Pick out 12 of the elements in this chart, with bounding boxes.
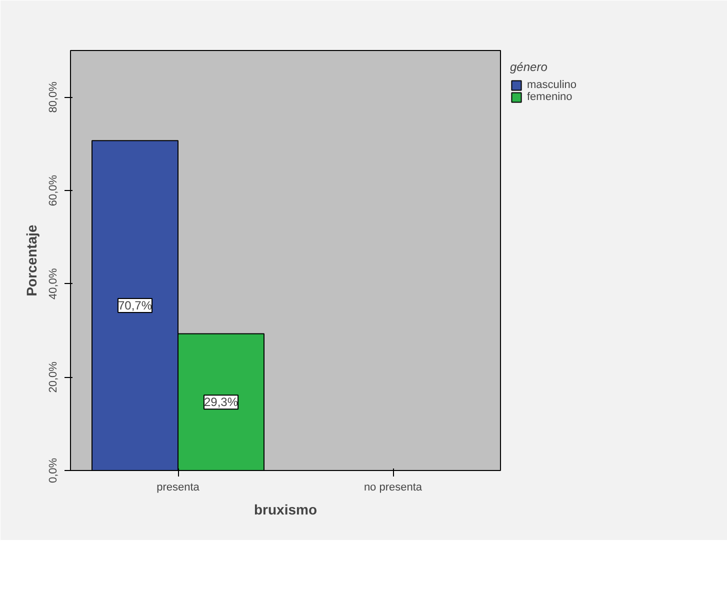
legend-title: género xyxy=(510,60,548,74)
y-tick-label: 80,0% xyxy=(48,81,60,113)
legend-label: masculino xyxy=(527,79,577,91)
x-axis-title: bruxismo xyxy=(254,502,318,518)
legend-label: femenino xyxy=(527,91,572,103)
y-axis-title: Porcentaje xyxy=(24,224,40,296)
y-tick-label: 0,0% xyxy=(48,458,60,484)
x-tick-label: no presenta xyxy=(364,482,423,494)
y-tick-label: 20,0% xyxy=(48,361,60,393)
x-tick-label: presenta xyxy=(156,482,200,494)
y-tick-label: 60,0% xyxy=(48,174,60,206)
y-tick-label: 40,0% xyxy=(48,268,60,300)
